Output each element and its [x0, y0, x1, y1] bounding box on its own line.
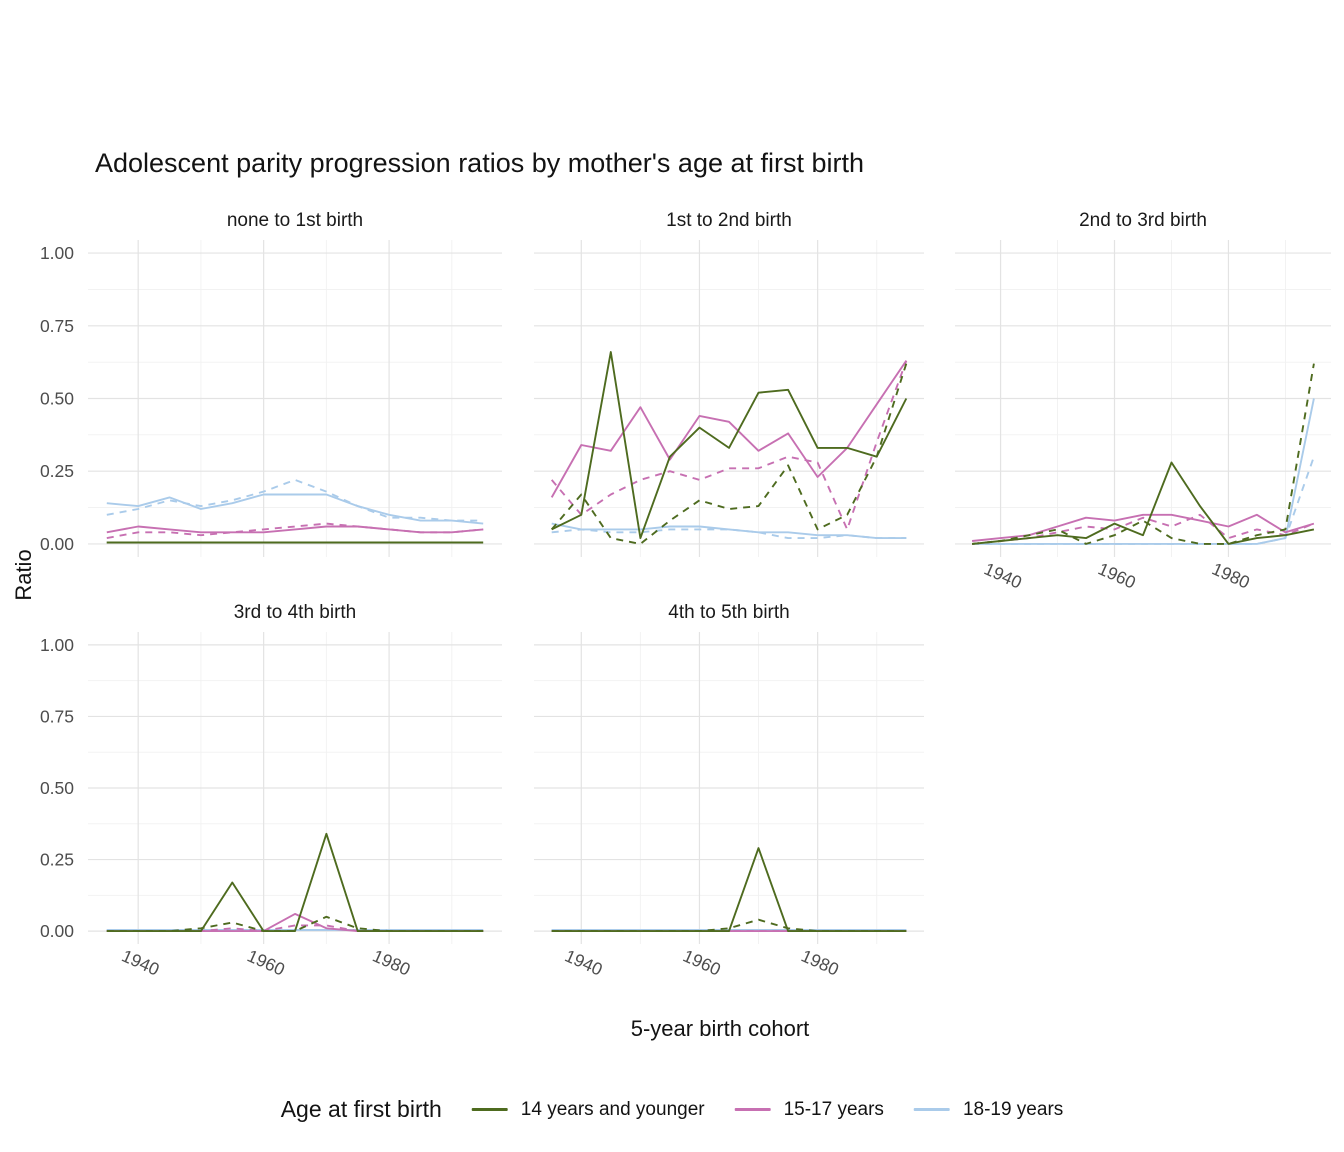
series-line-solid: [551, 847, 907, 933]
x-tick-label: 1940: [981, 558, 1025, 592]
legend-swatch-line: [471, 1108, 508, 1111]
facet-panel: none to 1st birth 0.00 0.25 0.50 0.75 1.00: [40, 210, 502, 557]
y-tick-label: 0.50: [40, 778, 74, 798]
plot-area: none to 1st birth 0.00 0.25 0.50 0.75 1.00 1st…: [40, 210, 1331, 980]
series-line-dashed: [550, 360, 908, 531]
x-tick-label: 1940: [562, 945, 606, 979]
legend-item-label: 14 years and younger: [520, 1098, 705, 1120]
series-line-solid: [972, 461, 1315, 545]
series-line-solid: [551, 522, 907, 540]
y-tick-label: 1.00: [40, 635, 74, 655]
facet-panel: 3rd to 4th birth 0.00 0.25 0.50 0.75 1.00 1940…: [40, 602, 502, 980]
x-tick-label: 1960: [1095, 558, 1139, 592]
y-tick-label: 1.00: [40, 243, 74, 263]
y-tick-label: 0.00: [40, 921, 74, 941]
series-line-dashed: [972, 363, 1315, 545]
legend-swatch-line: [913, 1108, 950, 1111]
facet-strip-label: 3rd to 4th birth: [234, 602, 357, 623]
chart-title: Adolescent parity progression ratios by …: [95, 148, 865, 178]
legend-item: 18-19 years: [913, 1098, 1064, 1121]
x-tick-label: 1960: [680, 945, 724, 979]
facet-strip-label: none to 1st birth: [227, 210, 363, 231]
series-line-solid: [106, 493, 484, 525]
facet-strip-label: 4th to 5th birth: [668, 602, 789, 623]
legend-title: Age at first birth: [280, 1096, 442, 1122]
facet-panel: 2nd to 3rd birth 1940 1960 1980: [955, 210, 1331, 593]
series-line-dashed: [551, 528, 907, 540]
y-tick-label: 0.25: [40, 850, 74, 870]
x-tick-label: 1980: [1209, 558, 1253, 592]
legend-swatch-line: [734, 1108, 771, 1111]
y-axis-title: Ratio: [11, 549, 36, 601]
y-tick-label: 0.75: [40, 706, 74, 726]
series-line-dashed: [106, 522, 484, 540]
facet-strip-label: 1st to 2nd birth: [666, 210, 792, 231]
x-tick-label: 1980: [370, 945, 414, 979]
facet-strip-label: 2nd to 3rd birth: [1079, 210, 1207, 231]
series-line-dashed: [106, 478, 484, 522]
x-tick-label: 1940: [119, 945, 163, 979]
legend-item-label: 18-19 years: [962, 1098, 1064, 1120]
series-line-solid: [106, 832, 484, 933]
legend-item: 15-17 years: [734, 1098, 884, 1121]
facet-panel: 4th to 5th birth 1940 1960 1980: [534, 602, 924, 980]
x-axis-title: 5-year birth cohort: [630, 1016, 810, 1041]
series-line-dashed: [972, 456, 1315, 545]
legend-item: 14 years and younger: [471, 1098, 705, 1121]
x-tick-label: 1980: [798, 945, 842, 979]
x-tick-label: 1960: [244, 945, 288, 979]
y-tick-label: 0.00: [40, 534, 74, 554]
y-tick-label: 0.50: [40, 389, 74, 409]
series-line-dashed: [550, 363, 908, 545]
y-tick-label: 0.75: [40, 316, 74, 336]
y-tick-label: 0.25: [40, 461, 74, 481]
facet-panel: 1st to 2nd birth: [534, 210, 924, 557]
legend-item-label: 15-17 years: [783, 1098, 884, 1120]
legend: Age at first birth 14 years and younger 1…: [281, 1096, 1064, 1123]
series-line-solid: [551, 351, 908, 540]
